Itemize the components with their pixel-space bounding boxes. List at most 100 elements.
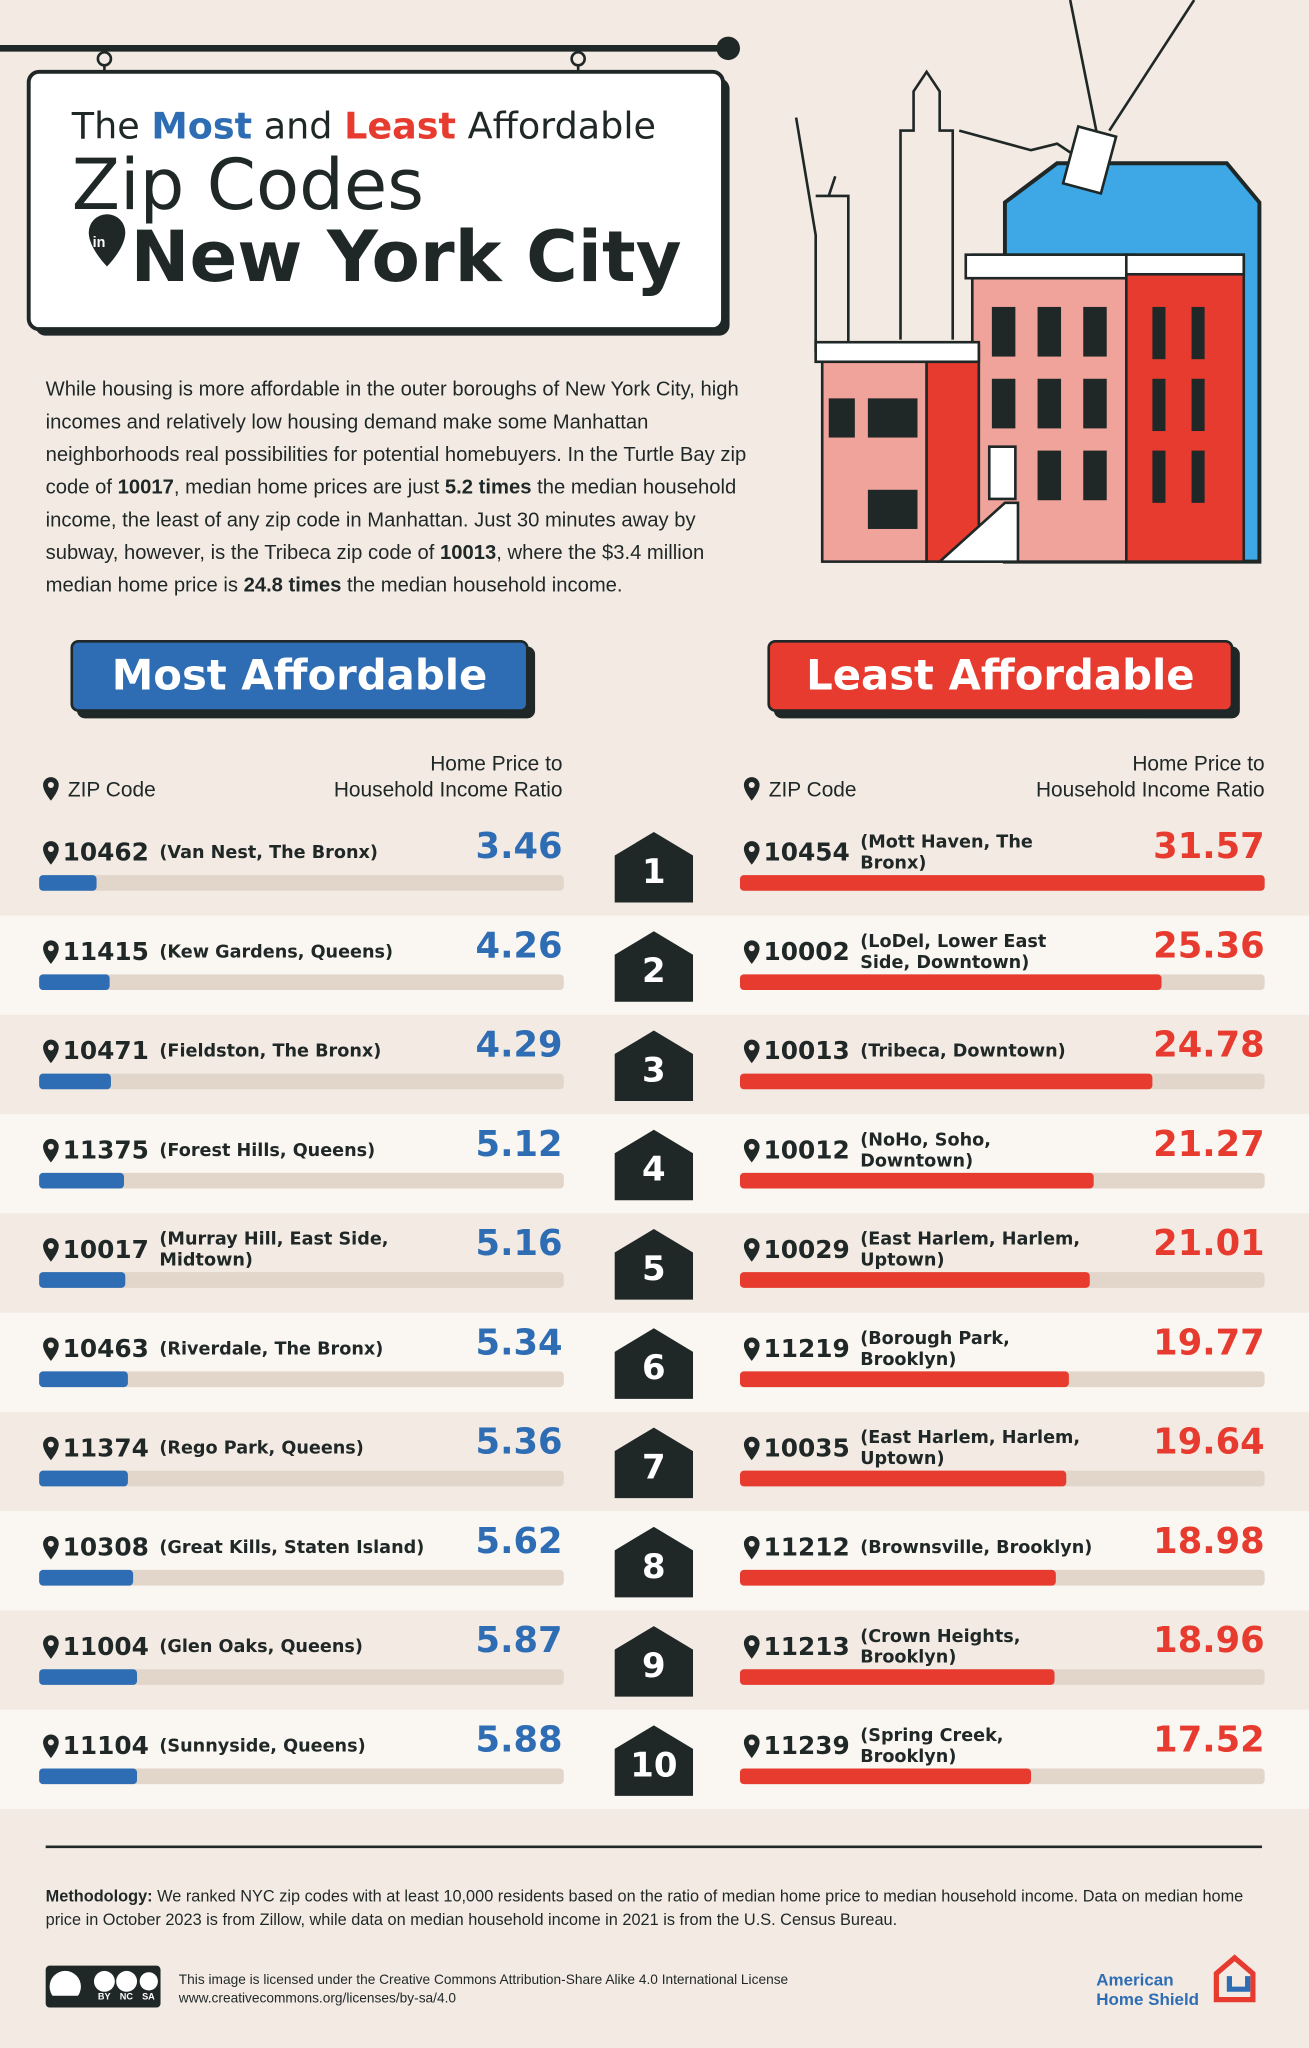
ratio-value: 31.57 (1153, 826, 1265, 868)
license-url: www.creativecommons.org/licenses/by-sa/4… (178, 1990, 457, 2007)
bar (739, 974, 1162, 991)
ratio-value: 4.26 (475, 926, 563, 967)
rank-number: 10 (630, 1746, 678, 1786)
rank-number: 7 (642, 1448, 666, 1488)
methodology-text: We ranked NYC zip codes with at least 10… (45, 1887, 1244, 1930)
zip-code: 10462 (62, 838, 149, 868)
badge-text: NC (119, 1993, 133, 2003)
pin-icon (743, 1138, 761, 1164)
zip-code: 11375 (62, 1136, 149, 1166)
title-word: The (71, 104, 140, 148)
intro-text: , median home prices are just (173, 476, 445, 499)
col-ratio-label: Home Price to (1132, 753, 1265, 776)
area-name: (Kew Gardens, Queens) (159, 941, 394, 963)
zip-code: 10029 (763, 1235, 850, 1265)
rank-house: 5 (612, 1226, 696, 1302)
intro-text: the median household income, the least o… (45, 476, 737, 565)
pin-icon (42, 1733, 60, 1759)
pin-icon (42, 1336, 60, 1362)
bar-track (39, 1669, 564, 1685)
zip-code: 11239 (763, 1731, 850, 1761)
zip-code: 10012 (763, 1136, 850, 1166)
title-line3: New York City (130, 215, 682, 298)
pin-icon (743, 1237, 761, 1263)
least-heading: Least Affordable (767, 639, 1234, 712)
row-label: 10463 (Riverdale, The Bronx) (63, 1326, 384, 1373)
row-label: 10471 (Fieldston, The Bronx) (63, 1028, 382, 1075)
pin-icon (42, 1435, 60, 1461)
zip-code: 10308 (62, 1533, 149, 1563)
bar (39, 1470, 129, 1487)
rank-number: 6 (642, 1349, 666, 1389)
license: This image is licensed under the Creativ… (179, 1971, 788, 2008)
bar (739, 1669, 1056, 1685)
title-line2: Zip Codes (71, 143, 424, 226)
badge-text: BY (97, 1993, 111, 2003)
area-name: (Rego Park, Queens) (159, 1438, 364, 1459)
ratio-value: 21.27 (1153, 1124, 1265, 1166)
ratio-value: 5.36 (475, 1422, 563, 1463)
cc-badge: BY NC SA (45, 1965, 161, 2008)
license-line: This image is licensed under the Creativ… (178, 1972, 789, 1988)
zip-code: 10002 (763, 937, 850, 967)
title-line1: The Most and Least Affordable (72, 104, 656, 147)
ratio-value: 5.62 (475, 1521, 563, 1563)
logo: American Home Shield (1096, 1970, 1199, 2009)
row-label: 11004 (Glen Oaks, Queens) (63, 1623, 363, 1670)
rank-number: 5 (642, 1249, 666, 1290)
intro-text: While housing is more affordable in the … (45, 378, 747, 499)
pin-icon (743, 1435, 761, 1461)
pin-icon (743, 1535, 761, 1561)
ratio-value: 4.29 (475, 1025, 563, 1066)
area-name: (Fieldston, The Bronx) (159, 1040, 382, 1062)
logo-icon (1213, 1954, 1256, 2003)
rank-house: 10 (612, 1723, 696, 1799)
row-label: 11213 (Crown Heights, Brooklyn) (763, 1623, 1095, 1670)
ratio-value: 19.77 (1153, 1323, 1265, 1364)
bar-track (39, 1768, 564, 1785)
intro-text: the median household income. (341, 574, 623, 597)
pin-icon (743, 776, 761, 802)
col-ratio-label: Household Income Ratio (333, 779, 563, 802)
pin-icon (42, 1038, 60, 1064)
ratio-value: 3.46 (475, 826, 563, 868)
area-name: (Murray Hill, East Side, Midtown) (159, 1229, 389, 1271)
rank-house: 2 (612, 929, 696, 1005)
rank-number: 2 (642, 952, 666, 992)
bar (739, 1768, 1032, 1785)
zip-code: 11415 (62, 937, 149, 967)
bar (39, 974, 110, 991)
area-name: (Van Nest, The Bronx) (159, 842, 378, 864)
rank-number: 4 (642, 1150, 666, 1190)
ratio-value: 5.12 (475, 1124, 563, 1166)
area-name: (Glen Oaks, Queens) (159, 1636, 363, 1658)
col-zip-label: ZIP Code (768, 779, 857, 802)
area-name: (LoDel, Lower East Side, Downtown) (860, 931, 1047, 974)
row-label: 11212 (Brownsville, Brooklyn) (763, 1524, 1092, 1571)
pin-icon (42, 840, 60, 866)
bar (739, 1073, 1152, 1090)
bar-track (39, 1272, 564, 1288)
rank-house: 9 (612, 1623, 696, 1699)
bar-track (39, 1371, 564, 1388)
intro-text: 24.8 times (243, 574, 342, 597)
bar (39, 1768, 137, 1785)
bar (739, 1371, 1069, 1388)
bar (39, 875, 97, 891)
title-least: Least (344, 104, 457, 148)
ratio-value: 17.52 (1153, 1720, 1265, 1761)
row-label: 11219 (Borough Park, Brooklyn) (763, 1326, 1095, 1373)
intro-text: 10017 (117, 476, 174, 499)
title-word: and (263, 104, 333, 148)
zip-code: 11104 (62, 1731, 149, 1761)
logo-text: Home Shield (1096, 1989, 1200, 2009)
badge-text: SA (142, 1993, 155, 2003)
area-name: (Mott Haven, The Bronx) (860, 831, 1033, 874)
intro-paragraph: While housing is more affordable in the … (46, 374, 761, 603)
ratio-value: 5.16 (475, 1223, 563, 1265)
row-label: 10012 (NoHo, Soho, Downtown) (763, 1127, 1095, 1174)
logo-text: American (1096, 1969, 1174, 1990)
pin-icon (42, 1138, 60, 1164)
zip-code: 10463 (62, 1334, 149, 1364)
